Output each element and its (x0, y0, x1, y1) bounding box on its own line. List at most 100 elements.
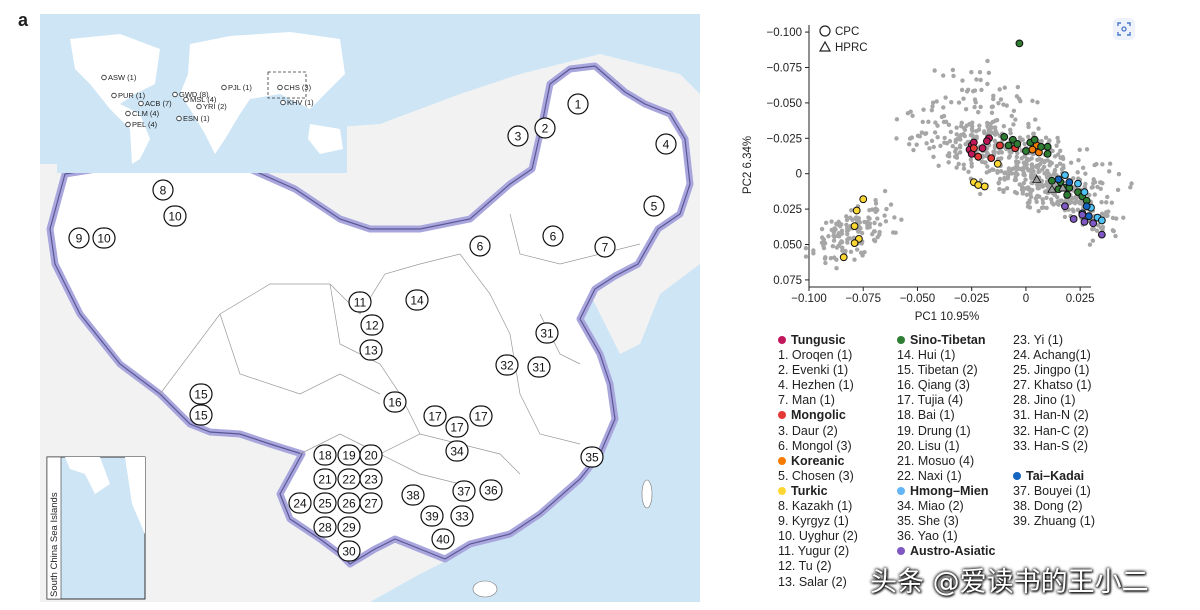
pca-point (1043, 142, 1052, 151)
population-marker[interactable]: 11 (348, 291, 372, 313)
pca-point (1037, 142, 1046, 151)
population-marker[interactable]: 4 (655, 133, 677, 155)
population-marker[interactable]: 6 (469, 235, 491, 257)
population-marker[interactable]: 19 (337, 444, 361, 466)
marker-number: 33 (455, 510, 469, 524)
legend-item: 36. Yao (1) (897, 529, 958, 544)
population-marker[interactable]: 25 (313, 492, 337, 514)
legend-item: 4. Hezhen (1) (778, 378, 854, 393)
population-marker[interactable]: 34 (445, 440, 469, 462)
population-marker[interactable]: 3 (507, 125, 529, 147)
marker-number: 32 (500, 359, 514, 373)
inset-sample-label: YRI (2) (203, 102, 227, 111)
population-marker[interactable]: 15 (189, 404, 213, 426)
population-marker[interactable]: 24 (288, 492, 312, 514)
population-marker[interactable]: 16 (383, 391, 407, 413)
hprc-triangle-icon (818, 40, 832, 52)
image-search-button[interactable] (1113, 18, 1135, 40)
south-china-sea-label: South China Sea Islands (49, 492, 60, 597)
y-tick-label: 0.075 (773, 275, 802, 287)
population-marker[interactable]: 26 (337, 492, 361, 514)
pca-highlight-points (839, 39, 1106, 262)
marker-number: 19 (342, 449, 356, 463)
marker-number: 40 (436, 533, 450, 547)
population-marker[interactable]: 13 (359, 339, 383, 361)
marker-number: 18 (318, 449, 332, 463)
population-marker[interactable]: 6 (542, 225, 564, 247)
taiwan-island (641, 479, 653, 509)
population-marker[interactable]: 31 (527, 356, 551, 378)
legend-item: 21. Mosuo (4) (897, 453, 975, 468)
group-color-dot (778, 486, 786, 495)
group-color-dot (897, 336, 905, 344)
marker-number: 8 (160, 184, 167, 198)
pca-point (1082, 202, 1091, 211)
population-marker[interactable]: 20 (359, 444, 383, 466)
population-marker[interactable]: 38 (401, 484, 425, 506)
legend-item: 25. Jingpo (1) (1013, 363, 1090, 378)
marker-number: 1 (575, 98, 582, 112)
population-marker[interactable]: 7 (594, 236, 616, 258)
population-marker[interactable]: 37 (452, 480, 476, 502)
pca-background-points (803, 58, 1134, 271)
marker-number: 12 (365, 319, 379, 333)
marker-number: 31 (532, 361, 546, 375)
pca-ylabel: PC2 6.34% (742, 136, 754, 194)
population-marker[interactable]: 9 (68, 227, 90, 249)
population-marker[interactable]: 10 (163, 205, 187, 227)
group-label: Sino-Tibetan (910, 333, 986, 347)
population-marker[interactable]: 12 (360, 314, 384, 336)
population-marker[interactable]: 21 (313, 468, 337, 490)
population-marker[interactable]: 23 (359, 468, 383, 490)
inset-sample-label: GWD (8) (179, 90, 209, 99)
pca-plot: −0.100 −0.075 −0.050 −0.025 0 0.025 −0.100 −0.0… (742, 25, 1134, 323)
x-tick-label: −0.025 (954, 293, 990, 305)
population-marker[interactable]: 36 (479, 479, 503, 501)
legend-item: 6. Mongol (3) (778, 438, 852, 453)
marker-number: 22 (342, 473, 356, 487)
population-marker[interactable]: 31 (535, 322, 559, 344)
population-marker[interactable]: 15 (189, 383, 213, 405)
marker-number: 7 (602, 241, 609, 255)
population-marker[interactable]: 18 (313, 444, 337, 466)
population-marker[interactable]: 30 (337, 540, 361, 562)
legend-spacer (1013, 454, 1095, 469)
population-marker[interactable]: 1 (567, 93, 589, 115)
inset-sample-label: PUR (1) (118, 91, 146, 100)
population-marker[interactable]: 33 (450, 505, 474, 527)
x-tick-label: −0.100 (791, 293, 827, 305)
pca-point (1061, 202, 1069, 211)
inset-sample-marker (196, 103, 202, 110)
population-marker[interactable]: 2 (534, 117, 556, 139)
pca-point (1028, 145, 1037, 154)
population-marker[interactable]: 22 (337, 468, 361, 490)
hainan-island (472, 580, 498, 598)
population-marker[interactable]: 17 (423, 405, 447, 427)
legend-group-heading: Sino-Tibetan (897, 333, 995, 348)
population-marker[interactable]: 17 (445, 416, 469, 438)
legend-item: 35. She (3) (897, 514, 959, 529)
marker-number: 15 (194, 409, 208, 423)
legend-item: 7. Man (1) (778, 393, 835, 408)
inset-sample-label: ESN (1) (183, 114, 210, 123)
population-marker[interactable]: 28 (313, 516, 337, 538)
population-marker[interactable]: 10 (92, 227, 116, 249)
legend-item: 10. Uyghur (2) (778, 529, 858, 544)
population-marker[interactable]: 8 (152, 179, 174, 201)
population-marker[interactable]: 27 (359, 492, 383, 514)
inset-sample-marker (111, 92, 117, 99)
legend-group-heading: Austro-Asiatic (897, 544, 995, 559)
population-marker[interactable]: 17 (469, 405, 493, 427)
population-marker[interactable]: 39 (420, 505, 444, 527)
legend-item: 20. Lisu (1) (897, 438, 960, 453)
population-marker[interactable]: 14 (405, 289, 429, 311)
legend-item: 24. Achang(1) (1013, 348, 1091, 363)
legend-item: 1. Oroqen (1) (778, 348, 853, 363)
population-marker[interactable]: 32 (495, 354, 519, 376)
population-marker[interactable]: 35 (580, 446, 604, 468)
marker-number: 38 (406, 489, 420, 503)
population-marker[interactable]: 29 (337, 516, 361, 538)
y-tick-label: 0.025 (773, 204, 802, 216)
population-marker[interactable]: 40 (431, 528, 455, 550)
population-marker[interactable]: 5 (643, 195, 665, 217)
